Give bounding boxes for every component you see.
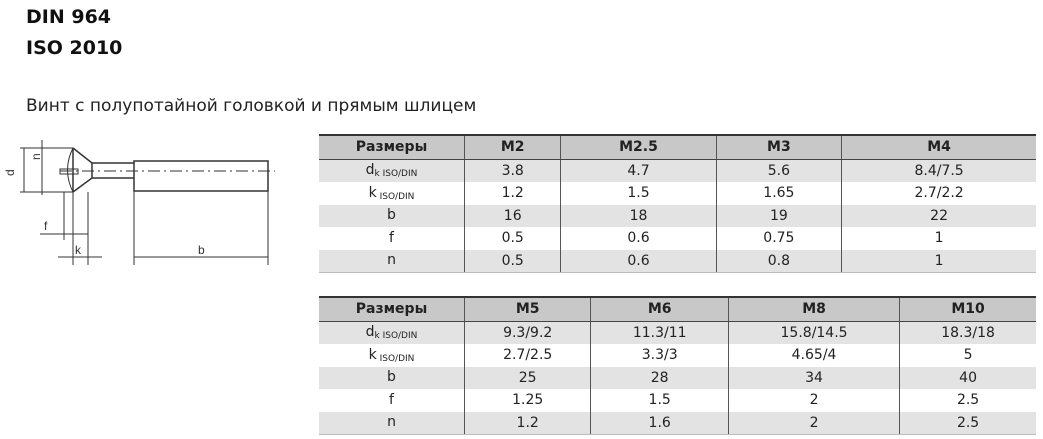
label-text: n: [387, 252, 396, 269]
row-label: dk ISO/DIN: [319, 321, 465, 344]
label-subscript: k ISO/DIN: [374, 331, 418, 342]
label-text: b: [387, 369, 396, 386]
value-cell: 18: [560, 204, 717, 227]
dimension-n: n: [29, 153, 43, 160]
label-subscript: ISO/DIN: [376, 353, 415, 364]
value-cell: 1.6: [590, 411, 729, 435]
row-label: b: [319, 204, 465, 227]
value-cell: 1: [841, 249, 1036, 273]
table-row: n 0.5 0.6 0.8 1: [319, 249, 1036, 273]
value-cell: 1.25: [463, 389, 591, 412]
value-cell: 1.5: [590, 389, 729, 412]
value-cell: 0.5: [463, 227, 561, 250]
value-cell: 1.2: [463, 411, 591, 435]
label-text: f: [389, 391, 394, 408]
value-cell: 9.3/9.2: [463, 321, 591, 344]
table-row: k ISO/DIN 2.7/2.5 3.3/3 4.65/4 5: [319, 344, 1036, 367]
value-cell: 1.5: [560, 182, 717, 205]
table-row: n 1.2 1.6 2 2.5: [319, 411, 1036, 435]
header-cell: M10: [899, 296, 1036, 322]
label-subscript: k ISO/DIN: [374, 169, 418, 180]
value-cell: 2.7/2.5: [463, 344, 591, 367]
value-cell: 40: [899, 366, 1036, 389]
value-cell: 0.5: [463, 249, 561, 273]
label-text: b: [387, 207, 396, 224]
value-cell: 18.3/18: [899, 321, 1036, 344]
value-cell: 34: [727, 366, 900, 389]
value-cell: 2.5: [899, 389, 1036, 412]
header-cell: Размеры: [319, 296, 465, 322]
header-cell: M8: [727, 296, 900, 322]
row-label: k ISO/DIN: [319, 344, 465, 367]
table-row: b 16 18 19 22: [319, 204, 1036, 227]
row-label: n: [319, 411, 465, 435]
value-cell: 3.3/3: [590, 344, 729, 367]
value-cell: 0.6: [560, 249, 717, 273]
value-cell: 1: [841, 227, 1036, 250]
value-cell: 1.2: [463, 182, 561, 205]
table-header: Размеры M5 M6 M8 M10: [319, 296, 1036, 322]
header-cell: M6: [590, 296, 729, 322]
value-cell: 22: [841, 204, 1036, 227]
header-cell: Размеры: [319, 134, 465, 160]
row-label: b: [319, 366, 465, 389]
value-cell: 25: [463, 366, 591, 389]
table-row: f 0.5 0.6 0.75 1: [319, 227, 1036, 250]
value-cell: 15.8/14.5: [727, 321, 900, 344]
dimension-k: k: [75, 243, 82, 257]
row-label: f: [319, 227, 465, 250]
value-cell: 19: [715, 204, 842, 227]
value-cell: 2.7/2.2: [841, 182, 1036, 205]
value-cell: 11.3/11: [590, 321, 729, 344]
value-cell: 0.75: [715, 227, 842, 250]
standard-iso: ISO 2010: [26, 37, 123, 59]
value-cell: 0.8: [715, 249, 842, 273]
value-cell: 2: [727, 389, 900, 412]
value-cell: 0.6: [560, 227, 717, 250]
value-cell: 4.65/4: [727, 344, 900, 367]
header-cell: M4: [841, 134, 1036, 160]
dimension-b: b: [198, 243, 205, 257]
value-cell: 5: [899, 344, 1036, 367]
value-cell: 5.6: [715, 159, 842, 182]
row-label: f: [319, 389, 465, 412]
value-cell: 2: [727, 411, 900, 435]
value-cell: 1.65: [715, 182, 842, 205]
table-row: k ISO/DIN 1.2 1.5 1.65 2.7/2.2: [319, 182, 1036, 205]
row-label: n: [319, 249, 465, 273]
table-row: b 25 28 34 40: [319, 366, 1036, 389]
header-cell: M2: [463, 134, 561, 160]
dimensions-table-m2-m4: Размеры M2 M2.5 M3 M4 dk ISO/DIN 3.8 4.7 5.…: [319, 134, 1036, 273]
table-row: f 1.25 1.5 2 2.5: [319, 389, 1036, 412]
row-label: dk ISO/DIN: [319, 159, 465, 182]
label-text: n: [387, 414, 396, 431]
table-row: dk ISO/DIN 9.3/9.2 11.3/11 15.8/14.5 18.3/18: [319, 321, 1036, 344]
value-cell: 4.7: [560, 159, 717, 182]
product-description: Винт с полупотайной головкой и прямым шл…: [26, 96, 477, 116]
header-cell: M5: [463, 296, 591, 322]
label-text: k: [368, 346, 377, 363]
value-cell: 28: [590, 366, 729, 389]
value-cell: 2.5: [899, 411, 1036, 435]
header-cell: M3: [715, 134, 842, 160]
table-header: Размеры M2 M2.5 M3 M4: [319, 134, 1036, 160]
dimension-dk: d: [3, 169, 17, 176]
label-subscript: ISO/DIN: [376, 191, 415, 202]
standard-din: DIN 964: [26, 6, 112, 28]
label-text: k: [368, 184, 377, 201]
header-cell: M2.5: [560, 134, 717, 160]
dimensions-table-m5-m10: Размеры M5 M6 M8 M10 dk ISO/DIN 9.3/9.2 11…: [319, 296, 1036, 435]
label-text: d: [365, 324, 375, 341]
label-text: f: [389, 229, 394, 246]
dimension-f: f: [44, 219, 48, 233]
row-label: k ISO/DIN: [319, 182, 465, 205]
screw-drawing: d n f k b: [3, 140, 275, 265]
label-text: d: [365, 162, 375, 179]
table-row: dk ISO/DIN 3.8 4.7 5.6 8.4/7.5: [319, 159, 1036, 182]
value-cell: 8.4/7.5: [841, 159, 1036, 182]
value-cell: 3.8: [463, 159, 561, 182]
value-cell: 16: [463, 204, 561, 227]
